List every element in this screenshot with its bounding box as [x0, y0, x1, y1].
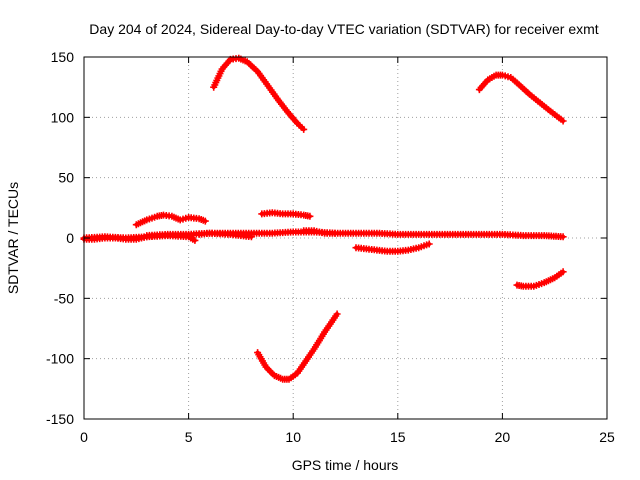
series-arc-9 [254, 310, 341, 383]
data-point [559, 268, 567, 276]
data-point [201, 217, 209, 225]
x-axis-label: GPS time / hours [292, 457, 399, 473]
series-arc-11 [475, 71, 567, 125]
data-point [191, 236, 199, 244]
data-series [80, 54, 567, 383]
data-point [331, 229, 339, 237]
series-arc-7 [258, 209, 314, 220]
x-tick-label: 20 [495, 429, 511, 445]
data-point [559, 117, 567, 125]
x-tick-label: 15 [390, 429, 406, 445]
x-tick-label: 10 [285, 429, 301, 445]
data-point [306, 212, 314, 220]
data-point [247, 233, 255, 241]
series-arc-6 [210, 54, 308, 133]
series-arc-12 [513, 268, 567, 290]
axis-ticks: 0 5 10 15 20 25 -150 -100 -50 0 50 100 150 [46, 49, 615, 445]
y-tick-label: 100 [51, 109, 75, 125]
data-point [300, 125, 308, 133]
series-arc-10 [352, 240, 433, 255]
series-arc-8 [300, 227, 339, 237]
y-tick-label: 0 [66, 230, 74, 246]
x-tick-label: 5 [185, 429, 193, 445]
data-point [425, 240, 433, 248]
data-point [333, 310, 341, 318]
chart-title: Day 204 of 2024, Sidereal Day-to-day VTE… [89, 21, 598, 37]
y-tick-label: -150 [46, 411, 74, 427]
y-tick-label: 50 [58, 170, 74, 186]
y-tick-label: -50 [54, 290, 74, 306]
y-tick-label: -100 [46, 351, 74, 367]
x-tick-label: 0 [80, 429, 88, 445]
data-point [559, 233, 567, 241]
series-arc-5 [195, 229, 255, 241]
y-axis-label: SDTVAR / TECUs [5, 182, 21, 294]
series-arc-3 [132, 211, 209, 229]
y-tick-label: 150 [51, 49, 75, 65]
x-tick-label: 25 [599, 429, 615, 445]
